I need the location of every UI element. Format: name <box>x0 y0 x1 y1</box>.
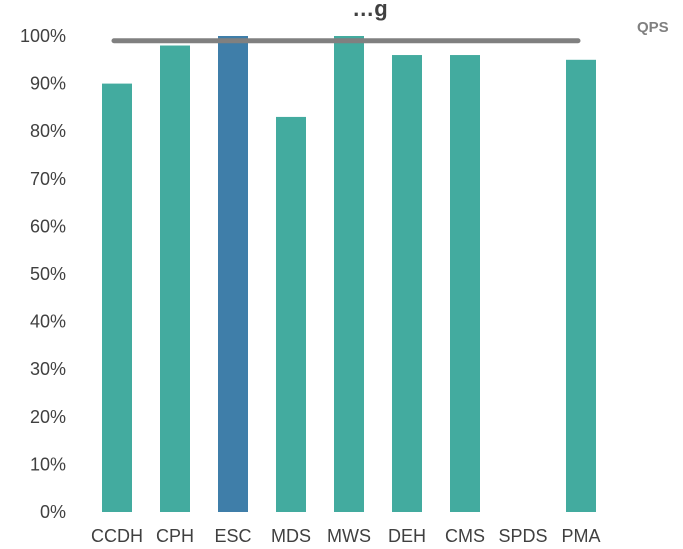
y-tick-label: 20% <box>30 407 66 427</box>
y-tick-label: 90% <box>30 74 66 94</box>
y-tick-label: 30% <box>30 359 66 379</box>
y-tick-label: 10% <box>30 454 66 474</box>
x-tick-label: CCDH <box>91 526 143 546</box>
bar-deh <box>392 55 422 512</box>
chart-title: …g <box>352 0 387 21</box>
y-tick-label: 70% <box>30 169 66 189</box>
bar-cms <box>450 55 480 512</box>
bar-ccdh <box>102 83 132 512</box>
x-tick-label: MWS <box>327 526 371 546</box>
y-tick-label: 60% <box>30 216 66 236</box>
x-tick-label: SPDS <box>498 526 547 546</box>
legend-label-qps: QPS <box>637 19 669 36</box>
bar-mws <box>334 36 364 512</box>
bar-mds <box>276 116 306 513</box>
y-tick-label: 0% <box>40 502 66 522</box>
x-tick-label: PMA <box>561 526 600 546</box>
bar-cph <box>160 45 190 513</box>
x-tick-label: CMS <box>445 526 485 546</box>
x-tick-label: ESC <box>214 526 251 546</box>
bar-esc <box>218 36 248 512</box>
x-tick-label: DEH <box>388 526 426 546</box>
y-tick-label: 100% <box>20 26 66 46</box>
bar-pma <box>566 59 596 513</box>
x-tick-label: CPH <box>156 526 194 546</box>
y-tick-label: 50% <box>30 264 66 284</box>
y-tick-label: 80% <box>30 121 66 141</box>
y-tick-label: 40% <box>30 312 66 332</box>
x-tick-label: MDS <box>271 526 311 546</box>
